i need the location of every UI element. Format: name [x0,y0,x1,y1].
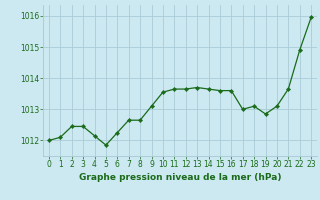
X-axis label: Graphe pression niveau de la mer (hPa): Graphe pression niveau de la mer (hPa) [79,173,281,182]
